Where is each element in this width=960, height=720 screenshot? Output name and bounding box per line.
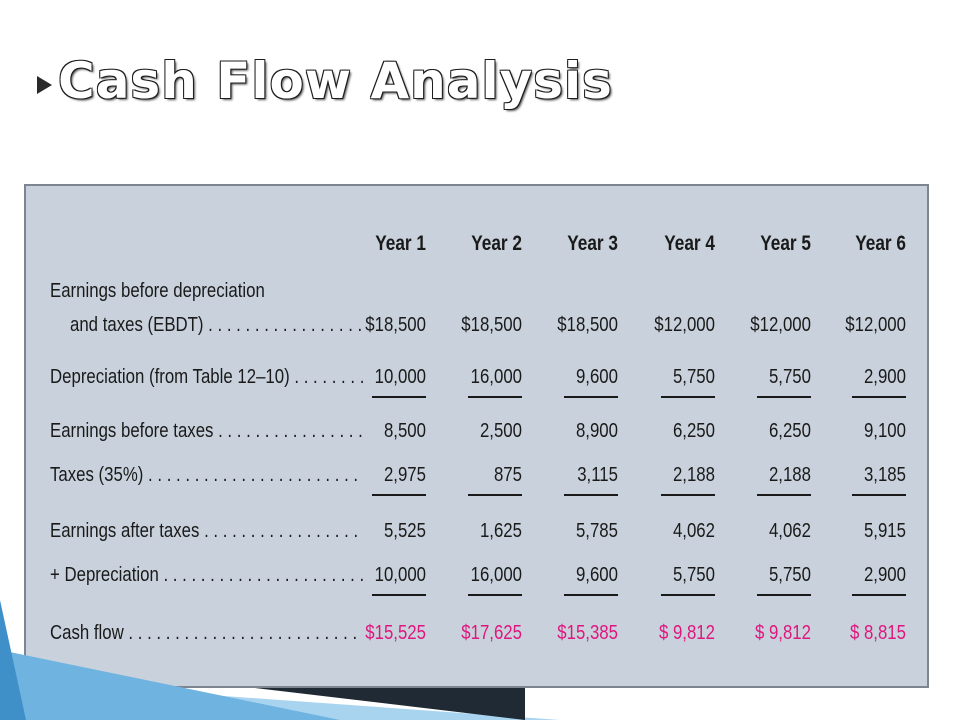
table-cell: 5,750	[768, 564, 811, 586]
cell-underline	[372, 494, 426, 496]
table-cell: 3,115	[577, 464, 618, 486]
cell-underline	[757, 594, 811, 596]
table-cell: 9,600	[575, 564, 618, 586]
table-cell: $12,000	[654, 314, 715, 336]
table-cell: 5,525	[383, 520, 426, 542]
table-cell: $18,500	[461, 314, 522, 336]
table-cell: 5,750	[672, 366, 715, 388]
table-cell: $ 9,812	[754, 622, 811, 644]
table-cell: 16,000	[470, 564, 522, 586]
table-cell: 4,062	[768, 520, 811, 542]
table-cell: 6,250	[768, 420, 811, 442]
cell-underline	[468, 594, 522, 596]
row-label: Depreciation (from Table 12–10) . . . . …	[50, 366, 365, 388]
cell-underline	[757, 396, 811, 398]
cash-flow-table: Year 1 Year 2 Year 3 Year 4 Year 5 Year 6 Ear…	[24, 184, 929, 688]
table-cell: 8,900	[575, 420, 618, 442]
table-cell: 1,625	[479, 520, 522, 542]
table-cell: 2,900	[863, 366, 906, 388]
cell-underline	[852, 594, 906, 596]
row-label: and taxes (EBDT) . . . . . . . . . . . .…	[70, 314, 363, 336]
cell-underline	[852, 396, 906, 398]
cell-underline	[564, 396, 618, 398]
table-cell: 5,750	[768, 366, 811, 388]
table-cell: 2,900	[863, 564, 906, 586]
table-cell: 10,000	[374, 366, 426, 388]
table-cell: $18,500	[365, 314, 426, 336]
table-cell: 2,188	[672, 464, 715, 486]
table-cell: 5,785	[575, 520, 618, 542]
slide-title: Cash Flow Analysis	[58, 52, 613, 110]
table-cell: 9,600	[575, 366, 618, 388]
table-cell: 4,062	[672, 520, 715, 542]
table-cell: $ 9,812	[658, 622, 715, 644]
table-cell: $12,000	[845, 314, 906, 336]
table-cell: 10,000	[374, 564, 426, 586]
row-label: Earnings before taxes . . . . . . . . . …	[50, 420, 363, 442]
row-label: + Depreciation . . . . . . . . . . . . .…	[50, 564, 365, 586]
cell-underline	[661, 494, 715, 496]
table-cell: $17,625	[461, 622, 522, 644]
table-cell: 16,000	[470, 366, 522, 388]
table-cell: $15,525	[365, 622, 426, 644]
table-cell: $18,500	[557, 314, 618, 336]
cell-underline	[372, 396, 426, 398]
table-cell: $15,385	[557, 622, 618, 644]
table-cell: 5,915	[863, 520, 906, 542]
column-header: Year 1	[375, 232, 426, 255]
cell-underline	[372, 594, 426, 596]
decorative-wedge-shape	[255, 688, 525, 720]
cell-underline	[757, 494, 811, 496]
table-cell: 5,750	[672, 564, 715, 586]
row-label: Taxes (35%) . . . . . . . . . . . . . . …	[50, 464, 359, 486]
table-cell: 8,500	[383, 420, 426, 442]
cell-underline	[661, 396, 715, 398]
cell-underline	[468, 396, 522, 398]
table-cell: 2,188	[768, 464, 811, 486]
table-cell: 2,975	[383, 464, 426, 486]
table-cell: 9,100	[863, 420, 906, 442]
cell-underline	[661, 594, 715, 596]
title-bullet-icon	[37, 76, 52, 94]
column-header: Year 6	[855, 232, 906, 255]
column-header: Year 4	[664, 232, 715, 255]
cell-underline	[564, 494, 618, 496]
row-label: Earnings after taxes . . . . . . . . . .…	[50, 520, 359, 542]
column-header: Year 2	[471, 232, 522, 255]
decorative-corner-shape	[0, 600, 26, 720]
table-cell: $ 8,815	[849, 622, 906, 644]
table-cell: $12,000	[750, 314, 811, 336]
column-header: Year 5	[760, 232, 811, 255]
cell-underline	[852, 494, 906, 496]
cell-underline	[468, 494, 522, 496]
table-cell: 2,500	[479, 420, 522, 442]
table-cell: 875	[493, 464, 522, 486]
row-label: Earnings before depreciation	[50, 280, 265, 302]
cell-underline	[564, 594, 618, 596]
column-header: Year 3	[567, 232, 618, 255]
table-cell: 3,185	[863, 464, 906, 486]
row-label: Cash flow . . . . . . . . . . . . . . . …	[50, 622, 358, 644]
table-cell: 6,250	[672, 420, 715, 442]
